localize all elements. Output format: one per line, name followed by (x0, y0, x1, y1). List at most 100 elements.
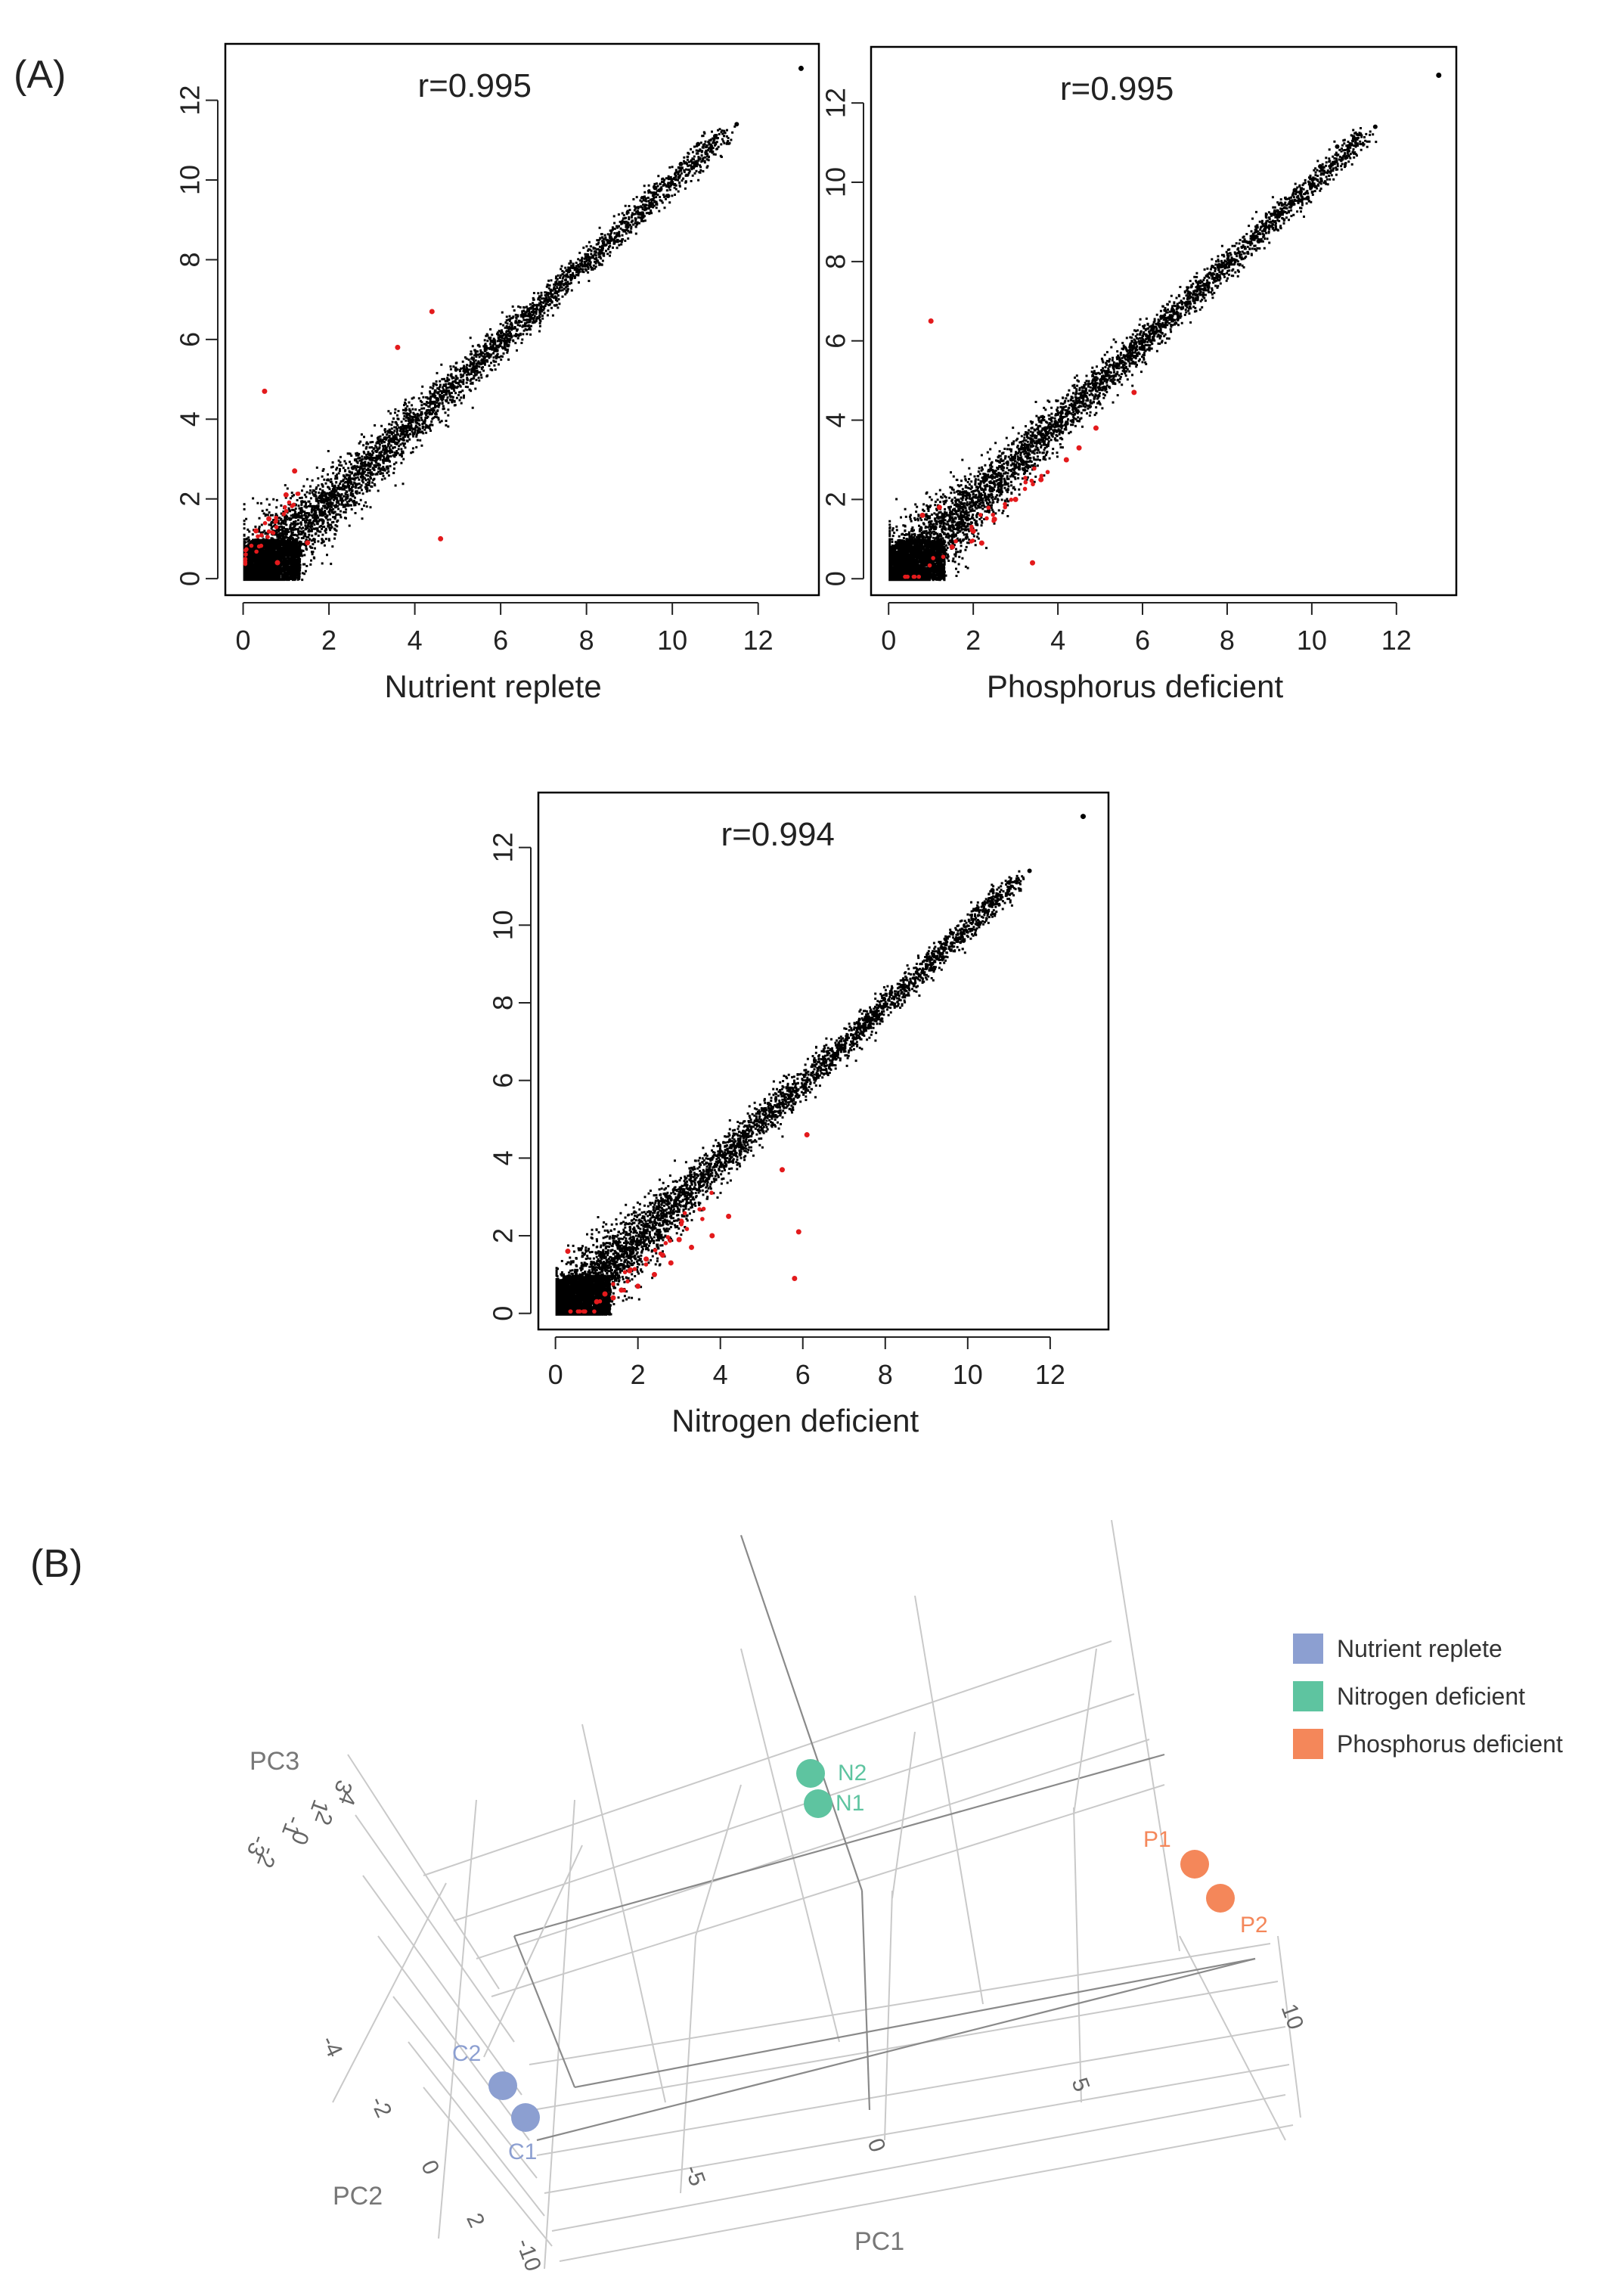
x-tick-label: 12 (1381, 625, 1412, 656)
x-tick-label: 4 (408, 625, 423, 656)
de-point (635, 1283, 641, 1289)
axis-line (513, 1935, 576, 2088)
de-point (684, 1227, 690, 1231)
panel-a-label: (A) (14, 53, 66, 97)
pc3-axis-label: PC3 (250, 1747, 299, 1776)
de-point (625, 1279, 630, 1284)
de-point (668, 1260, 674, 1266)
grid-line (1073, 1648, 1097, 1816)
legend-swatch (1293, 1681, 1323, 1711)
de-point (1003, 504, 1008, 510)
point-cloud-genes (243, 125, 736, 582)
de-point (1045, 470, 1050, 475)
x-tick-label: 12 (743, 625, 774, 656)
grid-line (914, 1595, 984, 2005)
de-point (1029, 478, 1034, 483)
gene-point (1006, 880, 1012, 885)
legend-label: Nitrogen deficient (1337, 1683, 1525, 1710)
y-tick-label: 10 (488, 910, 519, 940)
grid-line (1179, 1935, 1286, 2141)
de-point (1023, 476, 1028, 480)
x-tick-label: 6 (795, 1359, 811, 1390)
legend-swatch (1293, 1634, 1323, 1664)
grid-line (392, 1996, 538, 2179)
correlation-label: r=0.995 (1060, 70, 1174, 107)
pc1-tick-label: -10 (511, 2235, 546, 2275)
de-point (1039, 473, 1044, 479)
de-point (395, 344, 401, 350)
de-point (928, 318, 934, 324)
de-point (643, 1262, 649, 1267)
pca-point-label: N2 (838, 1761, 867, 1786)
gene-point (1305, 195, 1310, 200)
de-point (284, 508, 289, 513)
de-point (265, 535, 270, 539)
de-point (1030, 560, 1036, 566)
pc2-tick-label: 2 (461, 2209, 489, 2231)
x-tick-label: 12 (1035, 1359, 1065, 1390)
de-point (668, 1238, 672, 1243)
pca-point-n2 (796, 1759, 825, 1788)
de-point (679, 1218, 684, 1223)
de-point (804, 1132, 810, 1138)
de-point (305, 540, 311, 546)
de-point (903, 574, 907, 579)
gene-points (888, 127, 1378, 582)
grid-line (884, 1890, 893, 2141)
de-point (949, 544, 955, 550)
de-point (283, 492, 289, 498)
de-point (256, 544, 262, 549)
de-point (259, 532, 264, 538)
pc2-tick-label: 0 (416, 2156, 444, 2178)
x-tick-label: 2 (631, 1359, 646, 1390)
grid-line (536, 2026, 1286, 2156)
de-point (594, 1298, 600, 1305)
pca-point-c2 (488, 2071, 517, 2100)
de-point (253, 528, 259, 534)
de-point (282, 504, 287, 510)
gene-point (1351, 136, 1357, 141)
y-tick-label: 0 (820, 571, 851, 586)
scatter-phosphorus-deficient: r=0.995 0 2 4 6 8 10 12 0 2 4 6 8 10 12 Phosphorus defi… (820, 45, 1458, 704)
legend-label: Phosphorus deficient (1337, 1730, 1563, 1758)
de-point (296, 492, 301, 496)
grid-line (408, 2041, 545, 2217)
y-tick-label: 12 (820, 88, 851, 118)
y-tick-label: 2 (175, 492, 206, 507)
de-point (1038, 476, 1044, 482)
de-point (256, 534, 260, 539)
grid-line (559, 2124, 1294, 2262)
x-tick-label: 8 (579, 625, 594, 656)
y-tick-label: 6 (820, 334, 851, 349)
outlier-point (1436, 72, 1442, 78)
gene-point (1292, 188, 1298, 193)
de-point (575, 1309, 581, 1314)
pc2-tick-label: -2 (365, 2093, 396, 2121)
legend-swatch (1293, 1729, 1323, 1759)
correlation-label: r=0.994 (721, 816, 834, 853)
de-point (792, 1275, 798, 1281)
grid-line (355, 1814, 515, 2043)
de-point (429, 309, 435, 315)
x-tick-label: 4 (713, 1359, 728, 1390)
outlier-point (1080, 814, 1086, 820)
de-point (597, 1298, 603, 1304)
de-point (1032, 466, 1037, 471)
de-point (602, 1291, 608, 1297)
panel-b-label: (B) (30, 1542, 82, 1586)
pc1-axis-label: PC1 (854, 2227, 904, 2256)
pca-point-label: N1 (836, 1791, 864, 1816)
x-tick-label: 0 (236, 625, 251, 656)
pca-point-c1 (511, 2103, 540, 2132)
grid-line (1073, 1807, 1082, 2103)
de-point (292, 468, 298, 474)
de-point (701, 1206, 706, 1212)
de-point (1003, 501, 1007, 507)
de-point (653, 1248, 658, 1252)
x-tick-label: 10 (657, 625, 687, 656)
x-tick-label: 8 (1220, 625, 1235, 656)
legend-label: Nutrient replete (1337, 1635, 1502, 1662)
de-point (632, 1267, 637, 1271)
grid-line (453, 1693, 1135, 1922)
grid-line (332, 1882, 447, 2103)
